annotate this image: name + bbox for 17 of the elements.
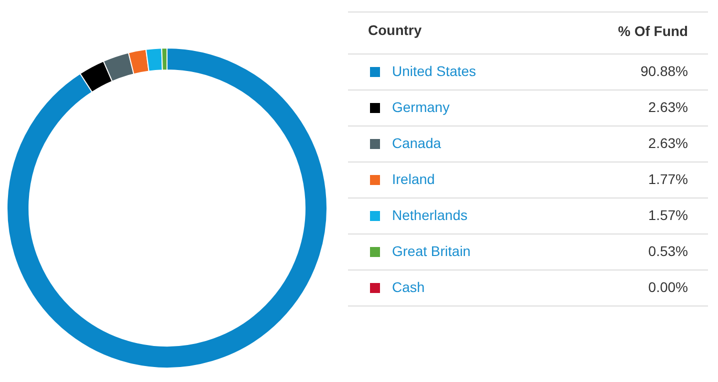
legend-title: Country bbox=[368, 22, 422, 38]
donut-slice bbox=[6, 48, 328, 368]
legend-label: Cash bbox=[392, 279, 425, 295]
legend-label: United States bbox=[392, 63, 476, 79]
data-label: 1.57% bbox=[648, 207, 688, 223]
legend-label: Germany bbox=[392, 99, 450, 115]
data-label: 2.63% bbox=[648, 99, 688, 115]
data-label: 0.53% bbox=[648, 243, 688, 259]
text: % Of Fund bbox=[618, 23, 688, 39]
data-label: 2.63% bbox=[648, 135, 688, 151]
data-label: 1.77% bbox=[648, 171, 688, 187]
legend-label: Canada bbox=[392, 135, 442, 151]
legend-label: Netherlands bbox=[392, 207, 468, 223]
legend-label: Ireland bbox=[392, 171, 435, 187]
data-label: 90.88% bbox=[640, 63, 688, 79]
text: 0.00% bbox=[648, 279, 688, 295]
legend-label: Great Britain bbox=[392, 243, 471, 259]
